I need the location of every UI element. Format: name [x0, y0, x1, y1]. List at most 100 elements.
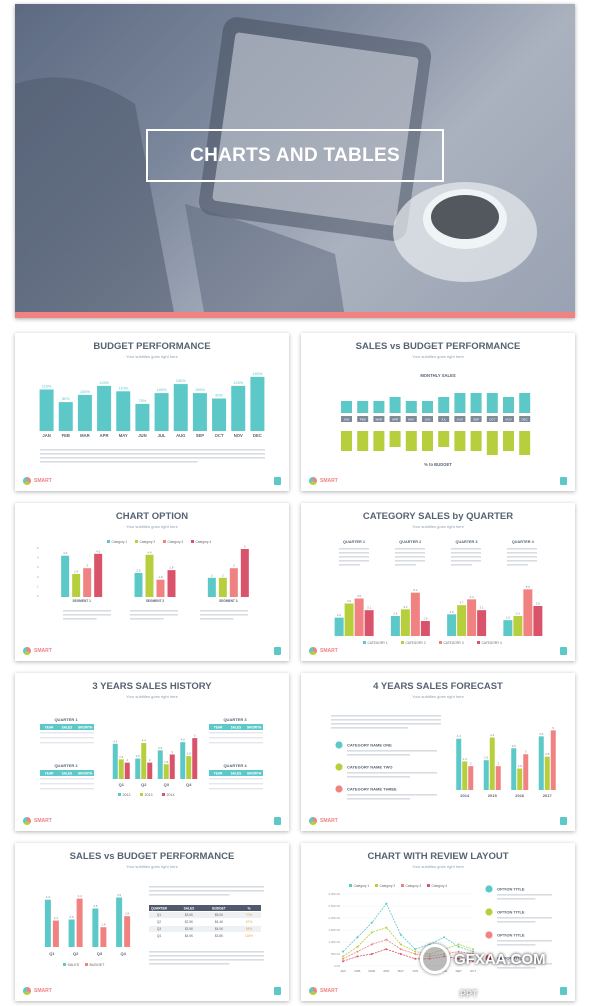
tick-label: 2017: [543, 793, 553, 798]
bar-sales: [373, 401, 385, 413]
data-point: [472, 950, 474, 953]
watermark-text: GFXAA.COM: [454, 950, 546, 968]
data-label: 75%: [139, 399, 147, 403]
home-icon[interactable]: [274, 647, 281, 655]
y-tick: 3,000.00: [328, 892, 340, 896]
bar: [344, 603, 354, 636]
data-label: 2.5: [136, 569, 141, 573]
bar-budget: [389, 431, 401, 447]
table-cell: $2.5K: [185, 920, 194, 924]
quarter-header: QUARTER 3: [456, 540, 478, 544]
tick-label: Q1: [49, 951, 55, 956]
tick-label: SEGMENT 2: [146, 599, 165, 603]
home-icon[interactable]: [560, 987, 567, 995]
bar: [503, 620, 513, 636]
slide-title: SALES vs BUDGET PERFORMANCE: [355, 341, 521, 352]
body-text-line: [497, 894, 552, 896]
table-row: [149, 926, 261, 932]
bar: [511, 748, 517, 790]
body-text-line: [130, 614, 178, 616]
tick-label: OCT: [470, 969, 477, 973]
slide-subtitle: Your subtitles goes right here: [412, 524, 464, 529]
data-label: 2: [149, 758, 151, 762]
slide-category-sales[interactable]: CATEGORY SALES by QUARTER Your subtitles…: [301, 503, 575, 661]
slide-sales-forecast[interactable]: 4 YEARS SALES FORECAST Your subtitles go…: [301, 673, 575, 831]
hero-slide[interactable]: CHARTS AND TABLES: [15, 4, 575, 318]
bar-budget: [422, 431, 433, 451]
bar: [467, 599, 477, 636]
data-label: 105%: [195, 388, 205, 392]
table-header: %: [248, 906, 251, 910]
bar-sales: [405, 401, 417, 413]
table-row: [40, 783, 94, 785]
data-label: 2: [126, 758, 128, 762]
data-label: 3.5: [158, 746, 163, 750]
body-text-line: [63, 618, 97, 620]
bar: [447, 614, 457, 636]
series-line: [342, 948, 474, 962]
data-label: 2.4: [393, 612, 398, 616]
tick-label: OCT: [489, 418, 496, 422]
legend-label: SALES: [68, 963, 80, 967]
body-text-line: [395, 564, 416, 566]
table-header: QUARTER: [151, 906, 167, 910]
bar: [410, 592, 420, 636]
home-icon[interactable]: [560, 817, 567, 825]
home-icon[interactable]: [274, 477, 281, 485]
brand-name: SMART: [34, 988, 52, 994]
bar: [157, 750, 163, 779]
month-chip: [486, 416, 498, 422]
data-label: 80%: [62, 397, 70, 401]
body-text-line: [40, 449, 265, 451]
body-text-line: [130, 610, 178, 612]
budget-chart: 115% JAN 80% FEB 100% MAR 125% APR 110% MAY 75% JUN…: [39, 372, 265, 463]
slide-chart-option[interactable]: CHART OPTION Your subtitles goes right h…: [15, 503, 289, 661]
home-icon[interactable]: [274, 817, 281, 825]
data-point: [414, 950, 417, 953]
home-icon[interactable]: [560, 477, 567, 485]
series-line: [342, 939, 474, 960]
body-text-line: [451, 560, 481, 562]
slide-title: 4 YEARS SALES FORECAST: [373, 681, 503, 692]
slide-subtitle: Your subtitles goes right here: [412, 864, 464, 869]
data-label: 4.5: [357, 594, 362, 598]
table-header-row: [209, 770, 263, 776]
slide-sales-vs-budget[interactable]: SALES vs BUDGET PERFORMANCE Your subtitl…: [301, 333, 575, 491]
legend-swatch: [375, 884, 378, 887]
data-point: [385, 948, 388, 951]
table-cell: $4.5K: [185, 934, 194, 938]
table-row: [40, 788, 94, 790]
body-text-line: [497, 921, 536, 923]
bar: [124, 916, 131, 947]
body-text-line: [507, 556, 537, 558]
brand: SMART: [309, 647, 338, 655]
data-label: 115%: [42, 384, 52, 388]
data-label: 4.4: [490, 733, 495, 737]
home-icon[interactable]: [274, 987, 281, 995]
slide-sales-vs-budget-2[interactable]: SALES vs BUDGET PERFORMANCE Your subtitl…: [15, 843, 289, 1001]
bar-sales: [519, 393, 531, 413]
body-text-line: [200, 618, 234, 620]
brand-logo-icon: [23, 477, 31, 485]
slide-budget-performance[interactable]: BUDGET PERFORMANCE Your subtitles goes r…: [15, 333, 289, 491]
bar: [135, 403, 150, 431]
series-line: [342, 902, 474, 952]
tick-label: JAN: [42, 433, 50, 438]
bar: [456, 738, 462, 790]
brand-name: SMART: [320, 988, 338, 994]
data-point: [385, 938, 388, 941]
slide-title: 3 YEARS SALES HISTORY: [92, 681, 212, 692]
table-cell: 118%: [245, 934, 253, 938]
slide-subtitle: Your subtitles goes right here: [126, 864, 178, 869]
data-label: 2.8: [169, 566, 174, 570]
data-label: 5.2: [413, 588, 418, 592]
home-icon[interactable]: [560, 647, 567, 655]
bar: [544, 756, 550, 790]
data-label: 3.5: [512, 744, 517, 748]
data-label: 3: [171, 750, 173, 754]
hero-accent-bar: [15, 312, 575, 318]
slide-review-layout[interactable]: CHART WITH REVIEW LAYOUT Your subtitles …: [301, 843, 575, 1001]
body-text-line: [451, 552, 481, 554]
slide-sales-history[interactable]: 3 YEARS SALES HISTORY Your subtitles goe…: [15, 673, 289, 831]
data-label: 4.3: [63, 551, 68, 555]
